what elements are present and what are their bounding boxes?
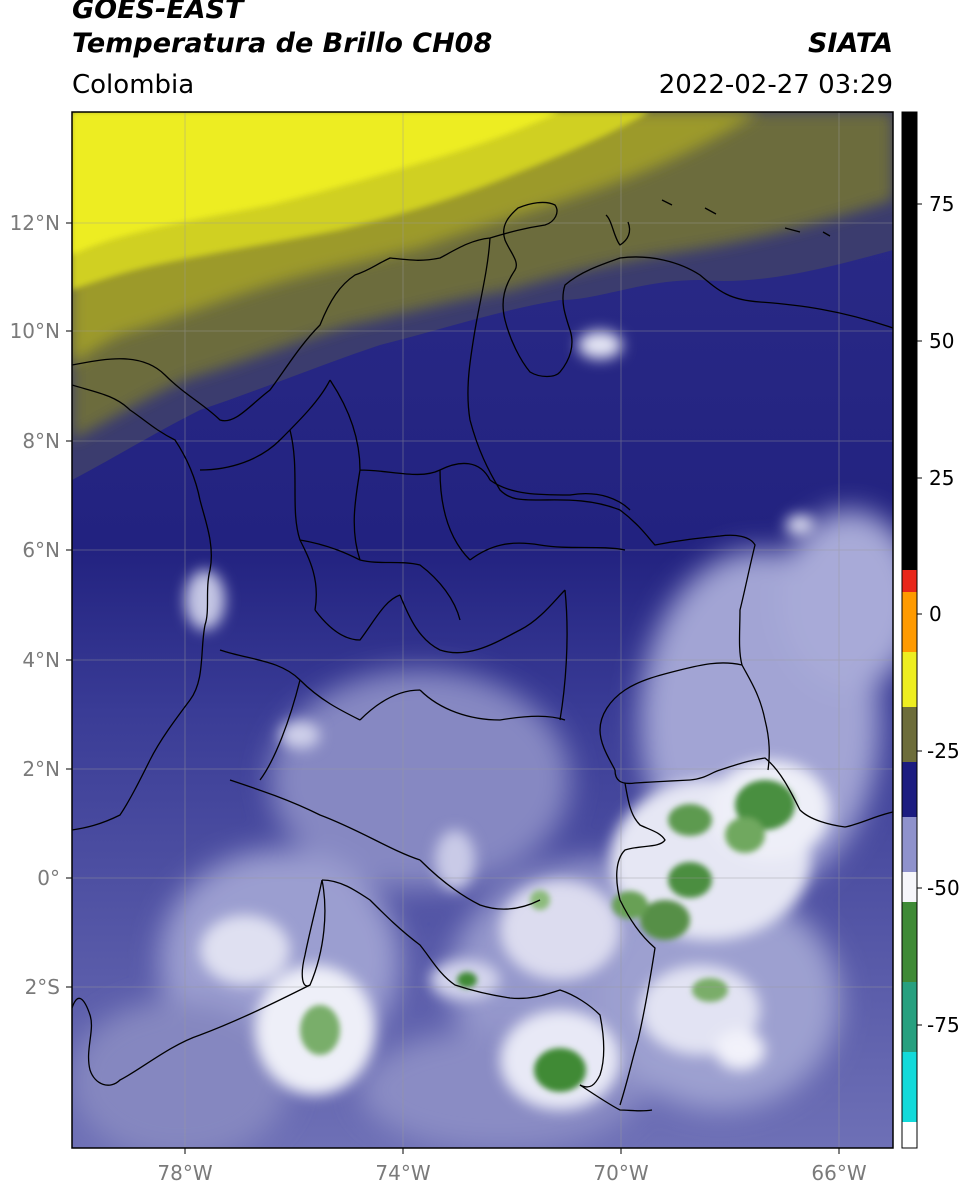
product-title: Temperatura de Brillo CH08 — [72, 28, 493, 59]
region-label: Colombia — [72, 70, 195, 100]
map-area — [72, 112, 893, 1148]
lon-axis: 78°W 74°W 70°W 66°W — [157, 1148, 867, 1185]
colorbar-cyan-segment — [902, 1052, 917, 1122]
colorbar-yellow-segment — [902, 652, 917, 707]
lat-tick-label: 12°N — [10, 211, 60, 235]
colorbar-tick-label: 75 — [929, 192, 954, 216]
colorbar-olive-segment — [902, 707, 917, 762]
colombia-ne-border — [467, 237, 770, 771]
caribbean-coastline — [72, 201, 893, 422]
datetime-label: 2022-02-27 03:29 — [658, 70, 893, 100]
colorbar-tick-label: 0 — [929, 602, 942, 626]
colorbar-tick-label: -25 — [927, 739, 960, 763]
colorbar-frame — [901, 111, 918, 1149]
colorbar-tick-label: -50 — [927, 876, 960, 900]
colorbar-green-segment — [902, 902, 917, 982]
map-frame — [71, 111, 894, 1149]
ecuador-border-east — [301, 879, 323, 987]
colorbar: 75 50 25 0 -25 -50 -75 — [901, 111, 960, 1149]
lon-tick-label: 70°W — [593, 1161, 648, 1185]
southern-coast-brazil — [579, 1084, 653, 1112]
colorbar-tick-label: 50 — [929, 329, 954, 353]
lat-tick-label: 0° — [37, 866, 60, 890]
margarita-coast — [605, 214, 631, 246]
lon-tick-label: 78°W — [157, 1161, 212, 1185]
colombia-brazil-border — [616, 782, 666, 1106]
colorbar-tick-label: -75 — [927, 1013, 960, 1037]
colorbar-teal-segment — [902, 982, 917, 1052]
colorbar-orange-segment — [902, 592, 917, 652]
colorbar-lavender-segment — [902, 817, 917, 872]
graticule — [72, 112, 893, 1148]
political-boundaries — [72, 199, 893, 1112]
cold-cloud-tops — [300, 780, 795, 1092]
pacific-coastline — [72, 384, 212, 831]
colorbar-tick-label: 25 — [929, 466, 954, 490]
colorbar-min-segment — [902, 1122, 917, 1148]
colorbar-red-segment — [902, 570, 917, 592]
lat-tick-label: 2°S — [25, 975, 60, 999]
department-borders — [199, 379, 631, 910]
lat-tick-label: 2°N — [22, 757, 60, 781]
colorbar-black-segment — [902, 112, 917, 570]
lat-tick-label: 8°N — [22, 429, 60, 453]
lat-tick-label: 6°N — [22, 538, 60, 562]
colorbar-navy-segment — [902, 762, 917, 817]
colombia-peru-border — [321, 879, 605, 1088]
lat-tick-label: 10°N — [10, 319, 60, 343]
agency-label: SIATA — [807, 28, 893, 59]
lon-tick-label: 74°W — [375, 1161, 430, 1185]
venezuela-brazil-border — [614, 757, 893, 828]
lat-tick-label: 4°N — [22, 648, 60, 672]
colorbar-white-segment — [902, 872, 917, 902]
lat-axis: 12°N 10°N 8°N 6°N 4°N 2°N 0° 2°S — [10, 211, 72, 999]
lon-tick-label: 66°W — [811, 1161, 866, 1185]
aruba-curacao — [661, 199, 831, 237]
colombia-venezuela-south — [599, 662, 743, 771]
warm-band-north — [72, 112, 893, 480]
satellite-title: GOES-EAST — [72, 0, 244, 25]
ecuador-coast — [72, 879, 326, 1086]
